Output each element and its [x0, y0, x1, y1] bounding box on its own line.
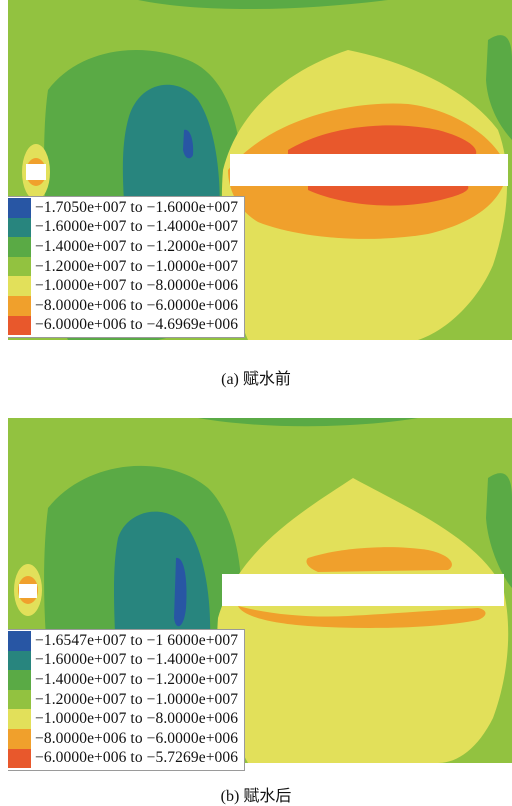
- legend-swatch: [8, 689, 31, 710]
- legend-swatch: [8, 198, 31, 218]
- contour-plot-before: −1.7050e+007 to −1.6000e+007 −1.6000e+00…: [8, 0, 512, 340]
- contour-band-green-right: [486, 35, 512, 140]
- contour-plot-after: −1.6547e+007 to −1 6000e+007 −1.6000e+00…: [8, 418, 512, 772]
- legend-swatch: [8, 650, 31, 671]
- contour-band-orange-speckle-lower: [238, 606, 486, 628]
- legend-label: −1.4000e+007 to −1.2000e+007: [35, 237, 239, 255]
- contour-band-red-lower: [308, 186, 469, 206]
- contour-band-red-upper: [288, 125, 477, 154]
- legend-entry: −1.2000e+007 to −1.0000e+007: [8, 689, 239, 710]
- legend-swatch: [8, 670, 31, 690]
- legend-entry: −1.4000e+007 to −1.2000e+007: [8, 237, 238, 257]
- cavity-small: [26, 164, 46, 180]
- legend-swatch: [8, 748, 31, 769]
- legend-swatch: [8, 295, 31, 316]
- legend-entry: −1.6000e+007 to −1.4000e+007: [8, 650, 239, 671]
- legend-swatch: [8, 256, 31, 277]
- legend-entry: −1.4000e+007 to −1.2000e+007: [8, 670, 238, 690]
- legend-label: −1.6000e+007 to −1.4000e+007: [35, 218, 239, 236]
- legend-entry: −6.0000e+006 to −5.7269e+006: [8, 748, 239, 769]
- cavity-small: [19, 584, 37, 598]
- legend-label: −1.2000e+007 to −1.0000e+007: [35, 690, 239, 708]
- legend-swatch: [8, 728, 31, 749]
- legend-swatch: [8, 315, 31, 336]
- legend-entry: −6.0000e+006 to −4.6969e+006: [8, 315, 239, 336]
- legend-label: −1.7050e+007 to −1.6000e+007: [35, 198, 239, 216]
- cavity-main: [230, 154, 508, 186]
- contour-band-green-top: [138, 0, 388, 10]
- legend-entry: −1.6000e+007 to −1.4000e+007: [8, 217, 239, 238]
- legend-swatch: [8, 237, 31, 257]
- contour-band-green-right: [486, 473, 512, 588]
- legend-label: −1.6547e+007 to −1 6000e+007: [35, 631, 239, 649]
- legend-entry: −1.6547e+007 to −1 6000e+007: [8, 631, 238, 651]
- legend-label: −1.6000e+007 to −1.4000e+007: [35, 651, 239, 669]
- legend-swatch: [8, 217, 31, 238]
- legend-entry: −1.7050e+007 to −1.6000e+007: [8, 198, 238, 218]
- contour-band-green-top: [198, 418, 418, 427]
- legend-label: −8.0000e+006 to −6.0000e+006: [35, 296, 239, 314]
- legend-swatch: [8, 276, 31, 296]
- legend-a: −1.7050e+007 to −1.6000e+007 −1.6000e+00…: [8, 196, 246, 339]
- legend-label: −1.0000e+007 to −8.0000e+006: [35, 710, 239, 728]
- legend-label: −6.0000e+006 to −5.7269e+006: [35, 749, 239, 767]
- legend-label: −1.4000e+007 to −1.2000e+007: [35, 670, 239, 688]
- legend-label: −1.2000e+007 to −1.0000e+007: [35, 257, 239, 275]
- legend-label: −1.0000e+007 to −8.0000e+006: [35, 277, 239, 295]
- contour-band-orange-speckle-upper: [306, 547, 452, 572]
- legend-b: −1.6547e+007 to −1 6000e+007 −1.6000e+00…: [8, 629, 246, 772]
- cavity-main: [222, 574, 504, 606]
- legend-label: −8.0000e+006 to −6.0000e+006: [35, 729, 239, 747]
- figure-caption-b: (b) 赋水后: [220, 788, 292, 805]
- legend-entry: −1.0000e+007 to −8.0000e+006: [8, 709, 238, 729]
- contour-band-blue-streak: [174, 557, 187, 627]
- legend-entry: −8.0000e+006 to −6.0000e+006: [8, 728, 239, 749]
- legend-swatch: [8, 631, 31, 651]
- figure-caption-a: (a) 赋水前: [221, 371, 291, 388]
- legend-entry: −1.0000e+007 to −8.0000e+006: [8, 276, 238, 296]
- legend-label: −6.0000e+006 to −4.6969e+006: [35, 316, 239, 334]
- legend-entry: −1.2000e+007 to −1.0000e+007: [8, 256, 239, 277]
- contour-band-blue-spot: [183, 129, 194, 159]
- legend-entry: −8.0000e+006 to −6.0000e+006: [8, 295, 239, 316]
- legend-swatch: [8, 709, 31, 729]
